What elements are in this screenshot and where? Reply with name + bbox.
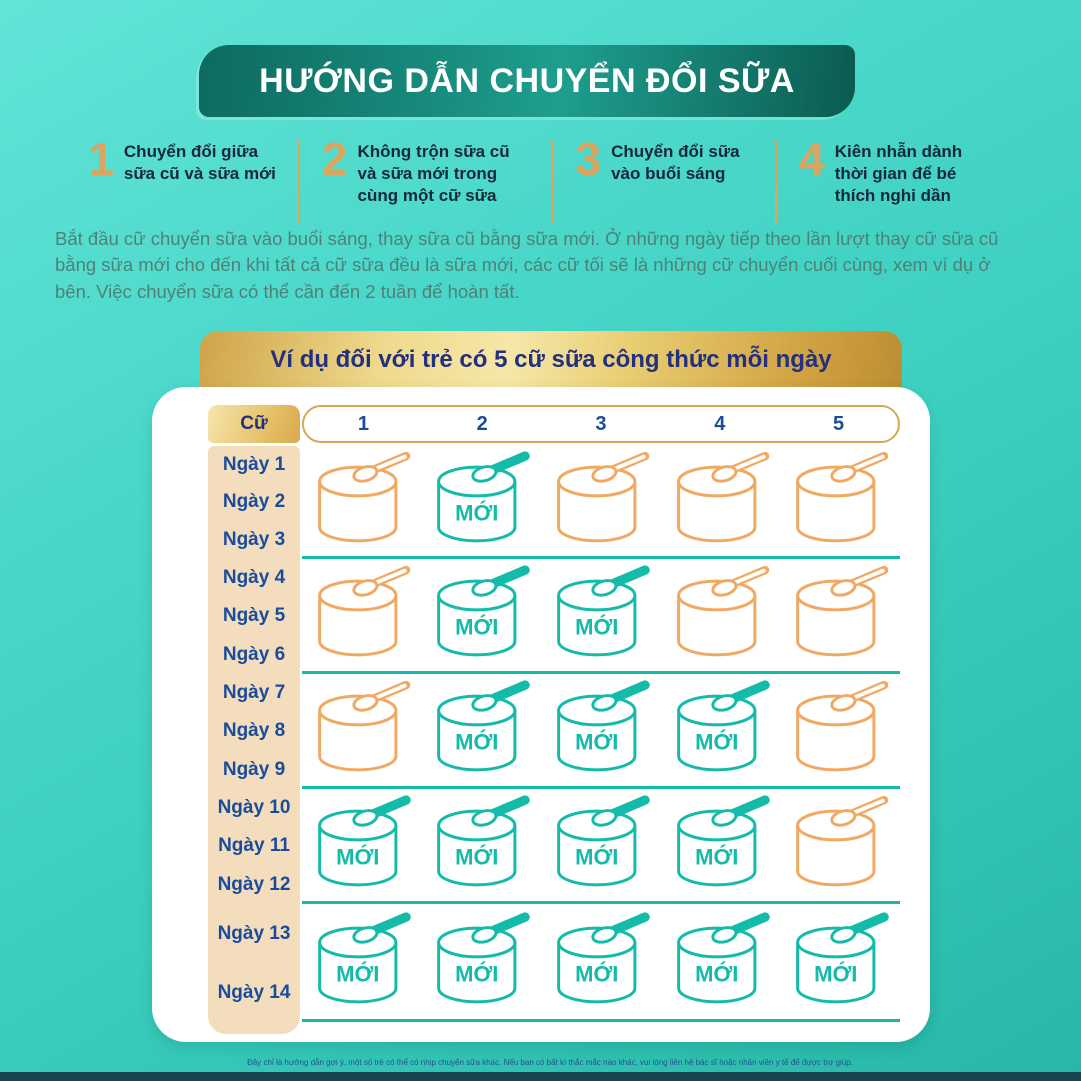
- step-label: Chuyển đổi sữa vào buổi sáng: [611, 142, 740, 184]
- can-row: MỚI MỚI MỚI MỚI MỚI: [302, 904, 900, 1022]
- step-divider: [551, 140, 554, 224]
- new-milk-can-icon: MỚI: [422, 789, 542, 901]
- day-group: Ngày 7 Ngày 8 Ngày 9: [208, 674, 300, 789]
- day-label: Ngày 3: [222, 529, 286, 551]
- step-divider: [775, 140, 778, 224]
- step-label: Chuyển đổi giữa sữa cũ và sữa mới: [123, 142, 276, 184]
- day-group: Ngày 4 Ngày 5 Ngày 6: [208, 559, 300, 674]
- new-milk-can-icon: MỚI: [422, 674, 542, 786]
- step-1: 1 Chuyển đổi giữa sữa cũ và sữa mới: [88, 133, 276, 185]
- new-milk-can-icon: MỚI: [302, 789, 422, 901]
- moi-label: MỚI: [336, 961, 379, 986]
- day-label: Ngày 8: [222, 720, 286, 742]
- step-3: 3 Chuyển đổi sữa vào buổi sáng: [575, 133, 754, 185]
- moi-label: MỚI: [336, 844, 379, 869]
- new-milk-can-icon: MỚI: [780, 904, 900, 1019]
- day-label: Ngày 4: [222, 567, 286, 589]
- old-milk-can-icon: [661, 559, 781, 671]
- new-milk-can-icon: MỚI: [422, 446, 542, 556]
- old-milk-can-icon: [302, 674, 422, 786]
- example-panel: Cữ 1 2 3 4 5 Ngày 1 Ngày 2 Ngày 3 Ngày 4 Ngà…: [152, 387, 930, 1042]
- new-milk-can-icon: MỚI: [541, 904, 661, 1019]
- steps-row: 1 Chuyển đổi giữa sữa cũ và sữa mới 2 Kh…: [0, 133, 1081, 224]
- day-column: Ngày 1 Ngày 2 Ngày 3 Ngày 4 Ngày 5 Ngày 6 Ngày…: [208, 446, 300, 1034]
- new-milk-can-icon: MỚI: [422, 904, 542, 1019]
- step-4: 4 Kiên nhẫn dành thời gian để bé thích n…: [799, 133, 993, 207]
- new-milk-can-icon: MỚI: [661, 674, 781, 786]
- old-milk-can-icon: [780, 559, 900, 671]
- step-number: 2: [321, 133, 348, 185]
- moi-label: MỚI: [575, 844, 618, 869]
- can-row: MỚI MỚI MỚI: [302, 674, 900, 789]
- step-number: 4: [799, 133, 825, 185]
- moi-label: MỚI: [456, 844, 499, 869]
- step-label: Kiên nhẫn dành thời gian để bé thích ngh…: [834, 142, 963, 206]
- new-milk-can-icon: MỚI: [541, 789, 661, 901]
- feeds-corner-cell: Cữ: [208, 405, 300, 443]
- can-row: MỚI MỚI: [302, 559, 900, 674]
- moi-label: MỚI: [456, 961, 499, 986]
- day-label: Ngày 12: [217, 873, 291, 895]
- old-milk-can-icon: [661, 446, 781, 556]
- old-milk-can-icon: [780, 789, 900, 901]
- new-milk-can-icon: MỚI: [422, 559, 542, 671]
- old-milk-can-icon: [780, 674, 900, 786]
- new-milk-can-icon: MỚI: [661, 904, 781, 1019]
- new-milk-can-icon: MỚI: [661, 789, 781, 901]
- moi-label: MỚI: [695, 961, 738, 986]
- day-label: Ngày 11: [218, 835, 290, 857]
- feed-header-row: 1 2 3 4 5: [302, 405, 900, 443]
- can-row: MỚI MỚI MỚI MỚI: [302, 789, 900, 904]
- feed-column-header: 4: [714, 412, 726, 435]
- step-divider: [297, 140, 300, 224]
- day-label: Ngày 10: [217, 797, 291, 819]
- old-milk-can-icon: [302, 559, 422, 671]
- old-milk-can-icon: [302, 446, 422, 556]
- moi-label: MỚI: [456, 614, 499, 639]
- day-group: Ngày 13 Ngày 14: [208, 904, 300, 1022]
- day-label: Ngày 13: [217, 922, 291, 944]
- new-milk-can-icon: MỚI: [541, 674, 661, 786]
- old-milk-can-icon: [541, 446, 661, 556]
- can-grid: MỚI MỚI MỚI MỚI MỚI MỚI MỚI MỚI MỚI MỚI MỚI MỚI MỚI M…: [302, 446, 900, 1022]
- moi-label: MỚI: [456, 729, 499, 754]
- day-label: Ngày 1: [222, 453, 286, 475]
- feed-column-header: 2: [476, 412, 488, 435]
- bottom-bar: [0, 1072, 1081, 1081]
- day-label: Ngày 9: [222, 758, 286, 780]
- moi-label: MỚI: [575, 961, 618, 986]
- moi-label: MỚI: [456, 500, 499, 525]
- can-row: MỚI: [302, 446, 900, 559]
- page-title: HƯỚNG DẪN CHUYỂN ĐỔI SỮA: [259, 61, 795, 100]
- disclaimer-text: Đây chỉ là hướng dẫn gợi ý, một số trẻ c…: [247, 1058, 853, 1067]
- day-label: Ngày 5: [222, 605, 286, 627]
- day-group: Ngày 1 Ngày 2 Ngày 3: [208, 446, 300, 559]
- day-label: Ngày 7: [222, 682, 286, 704]
- old-milk-can-icon: [780, 446, 900, 556]
- moi-label: MỚI: [814, 961, 857, 986]
- step-label: Không trộn sữa cũ và sữa mới trong cùng …: [357, 142, 510, 206]
- moi-label: MỚI: [695, 729, 738, 754]
- day-label: Ngày 14: [217, 981, 291, 1003]
- new-milk-can-icon: MỚI: [541, 559, 661, 671]
- moi-label: MỚI: [575, 614, 618, 639]
- step-2: 2 Không trộn sữa cũ và sữa mới trong cùn…: [321, 133, 530, 207]
- day-group: Ngày 10 Ngày 11 Ngày 12: [208, 789, 300, 904]
- feed-column-header: 3: [595, 412, 607, 435]
- feed-column-header: 5: [833, 412, 845, 435]
- feed-column-header: 1: [357, 412, 369, 435]
- step-number: 3: [575, 133, 602, 185]
- step-number: 1: [88, 133, 114, 185]
- moi-label: MỚI: [575, 729, 618, 754]
- new-milk-can-icon: MỚI: [302, 904, 422, 1019]
- day-label: Ngày 6: [222, 643, 286, 665]
- example-banner-title: Ví dụ đối với trẻ có 5 cữ sữa công thức …: [270, 346, 832, 373]
- moi-label: MỚI: [695, 844, 738, 869]
- intro-paragraph: Bắt đầu cữ chuyển sữa vào buổi sáng, tha…: [55, 228, 999, 302]
- title-banner: HƯỚNG DẪN CHUYỂN ĐỔI SỮA: [199, 45, 855, 117]
- day-label: Ngày 2: [222, 491, 286, 513]
